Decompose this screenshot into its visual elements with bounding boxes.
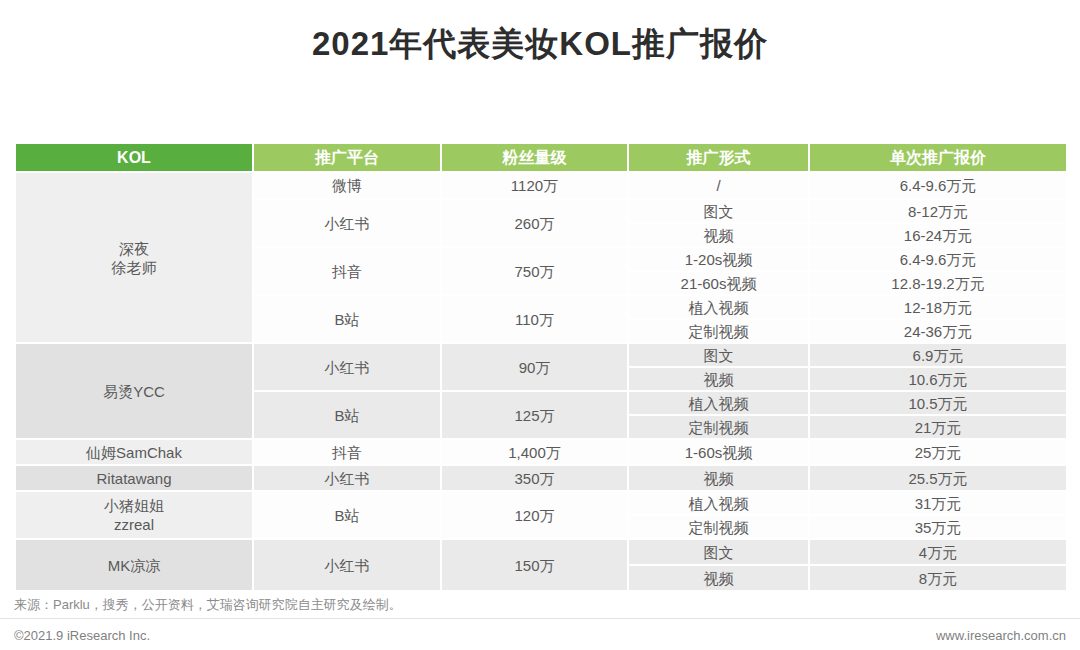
source-note: 来源：Parklu，搜秀，公开资料，艾瑞咨询研究院自主研究及绘制。 <box>14 596 402 614</box>
price-cell: 35万元 <box>809 515 1067 539</box>
platform-cell: 抖音 <box>253 247 441 295</box>
form-cell: 视频 <box>628 223 809 247</box>
price-cell: 6.4-9.6万元 <box>809 172 1067 199</box>
table-row: 小猪姐姐 zzreal B站 120万 植入视频 31万元 <box>15 491 1067 515</box>
fans-cell: 150万 <box>441 539 628 591</box>
form-cell: 植入视频 <box>628 491 809 515</box>
table-row: MK凉凉 小红书 150万 图文 4万元 <box>15 539 1067 565</box>
price-cell: 8万元 <box>809 565 1067 591</box>
platform-cell: 微博 <box>253 172 441 199</box>
kol-cell: Ritatawang <box>15 465 253 491</box>
platform-cell: 抖音 <box>253 439 441 465</box>
form-cell: 视频 <box>628 565 809 591</box>
kol-name-line: 易烫YCC <box>20 382 248 401</box>
form-cell: 1-60s视频 <box>628 439 809 465</box>
column-header-form: 推广形式 <box>628 143 809 172</box>
form-cell: 植入视频 <box>628 391 809 415</box>
platform-cell: B站 <box>253 295 441 343</box>
price-cell: 10.5万元 <box>809 391 1067 415</box>
price-cell: 24-36万元 <box>809 319 1067 343</box>
column-header-price: 单次推广报价 <box>809 143 1067 172</box>
platform-cell: 小红书 <box>253 539 441 591</box>
kol-cell: 仙姆SamChak <box>15 439 253 465</box>
price-cell: 8-12万元 <box>809 199 1067 223</box>
form-cell: / <box>628 172 809 199</box>
form-cell: 图文 <box>628 539 809 565</box>
fans-cell: 750万 <box>441 247 628 295</box>
price-cell: 12.8-19.2万元 <box>809 271 1067 295</box>
form-cell: 定制视频 <box>628 415 809 439</box>
kol-cell: MK凉凉 <box>15 539 253 591</box>
fans-cell: 260万 <box>441 199 628 247</box>
kol-name-line: 小猪姐姐 <box>20 496 248 515</box>
kol-name-line: 徐老师 <box>20 258 248 277</box>
price-cell: 25.5万元 <box>809 465 1067 491</box>
form-cell: 定制视频 <box>628 319 809 343</box>
table-row: 易烫YCC 小红书 90万 图文 6.9万元 <box>15 343 1067 367</box>
table-row: 深夜 徐老师 微博 1120万 / 6.4-9.6万元 <box>15 172 1067 199</box>
page-title: 2021年代表美妆KOL推广报价 <box>0 22 1080 67</box>
form-cell: 图文 <box>628 199 809 223</box>
platform-cell: 小红书 <box>253 199 441 247</box>
platform-cell: 小红书 <box>253 343 441 391</box>
platform-cell: 小红书 <box>253 465 441 491</box>
fans-cell: 90万 <box>441 343 628 391</box>
kol-pricing-table: KOL 推广平台 粉丝量级 推广形式 单次推广报价 深夜 徐老师 微博 1120… <box>14 142 1068 592</box>
column-header-platform: 推广平台 <box>253 143 441 172</box>
platform-cell: B站 <box>253 391 441 439</box>
form-cell: 视频 <box>628 367 809 391</box>
price-cell: 12-18万元 <box>809 295 1067 319</box>
platform-cell: B站 <box>253 491 441 539</box>
price-cell: 31万元 <box>809 491 1067 515</box>
kol-pricing-table-container: KOL 推广平台 粉丝量级 推广形式 单次推广报价 深夜 徐老师 微博 1120… <box>14 142 1066 592</box>
kol-cell: 易烫YCC <box>15 343 253 439</box>
form-cell: 视频 <box>628 465 809 491</box>
website-url: www.iresearch.com.cn <box>936 628 1066 643</box>
column-header-kol: KOL <box>15 143 253 172</box>
fans-cell: 1,400万 <box>441 439 628 465</box>
kol-name-line: 深夜 <box>20 239 248 258</box>
column-header-fans: 粉丝量级 <box>441 143 628 172</box>
header-row: KOL 推广平台 粉丝量级 推广形式 单次推广报价 <box>15 143 1067 172</box>
fans-cell: 350万 <box>441 465 628 491</box>
form-cell: 21-60s视频 <box>628 271 809 295</box>
kol-name-line: zzreal <box>20 515 248 534</box>
price-cell: 10.6万元 <box>809 367 1067 391</box>
copyright-text: ©2021.9 iResearch Inc. <box>14 628 150 643</box>
kol-cell: 深夜 徐老师 <box>15 172 253 343</box>
kol-name-line: MK凉凉 <box>20 556 248 575</box>
kol-cell: 小猪姐姐 zzreal <box>15 491 253 539</box>
price-cell: 21万元 <box>809 415 1067 439</box>
fans-cell: 125万 <box>441 391 628 439</box>
table-row: 仙姆SamChak 抖音 1,400万 1-60s视频 25万元 <box>15 439 1067 465</box>
price-cell: 6.4-9.6万元 <box>809 247 1067 271</box>
fans-cell: 110万 <box>441 295 628 343</box>
price-cell: 16-24万元 <box>809 223 1067 247</box>
price-cell: 25万元 <box>809 439 1067 465</box>
form-cell: 植入视频 <box>628 295 809 319</box>
price-cell: 4万元 <box>809 539 1067 565</box>
fans-cell: 1120万 <box>441 172 628 199</box>
form-cell: 图文 <box>628 343 809 367</box>
footer-divider <box>0 618 1080 619</box>
form-cell: 定制视频 <box>628 515 809 539</box>
price-cell: 6.9万元 <box>809 343 1067 367</box>
form-cell: 1-20s视频 <box>628 247 809 271</box>
table-row: Ritatawang 小红书 350万 视频 25.5万元 <box>15 465 1067 491</box>
fans-cell: 120万 <box>441 491 628 539</box>
